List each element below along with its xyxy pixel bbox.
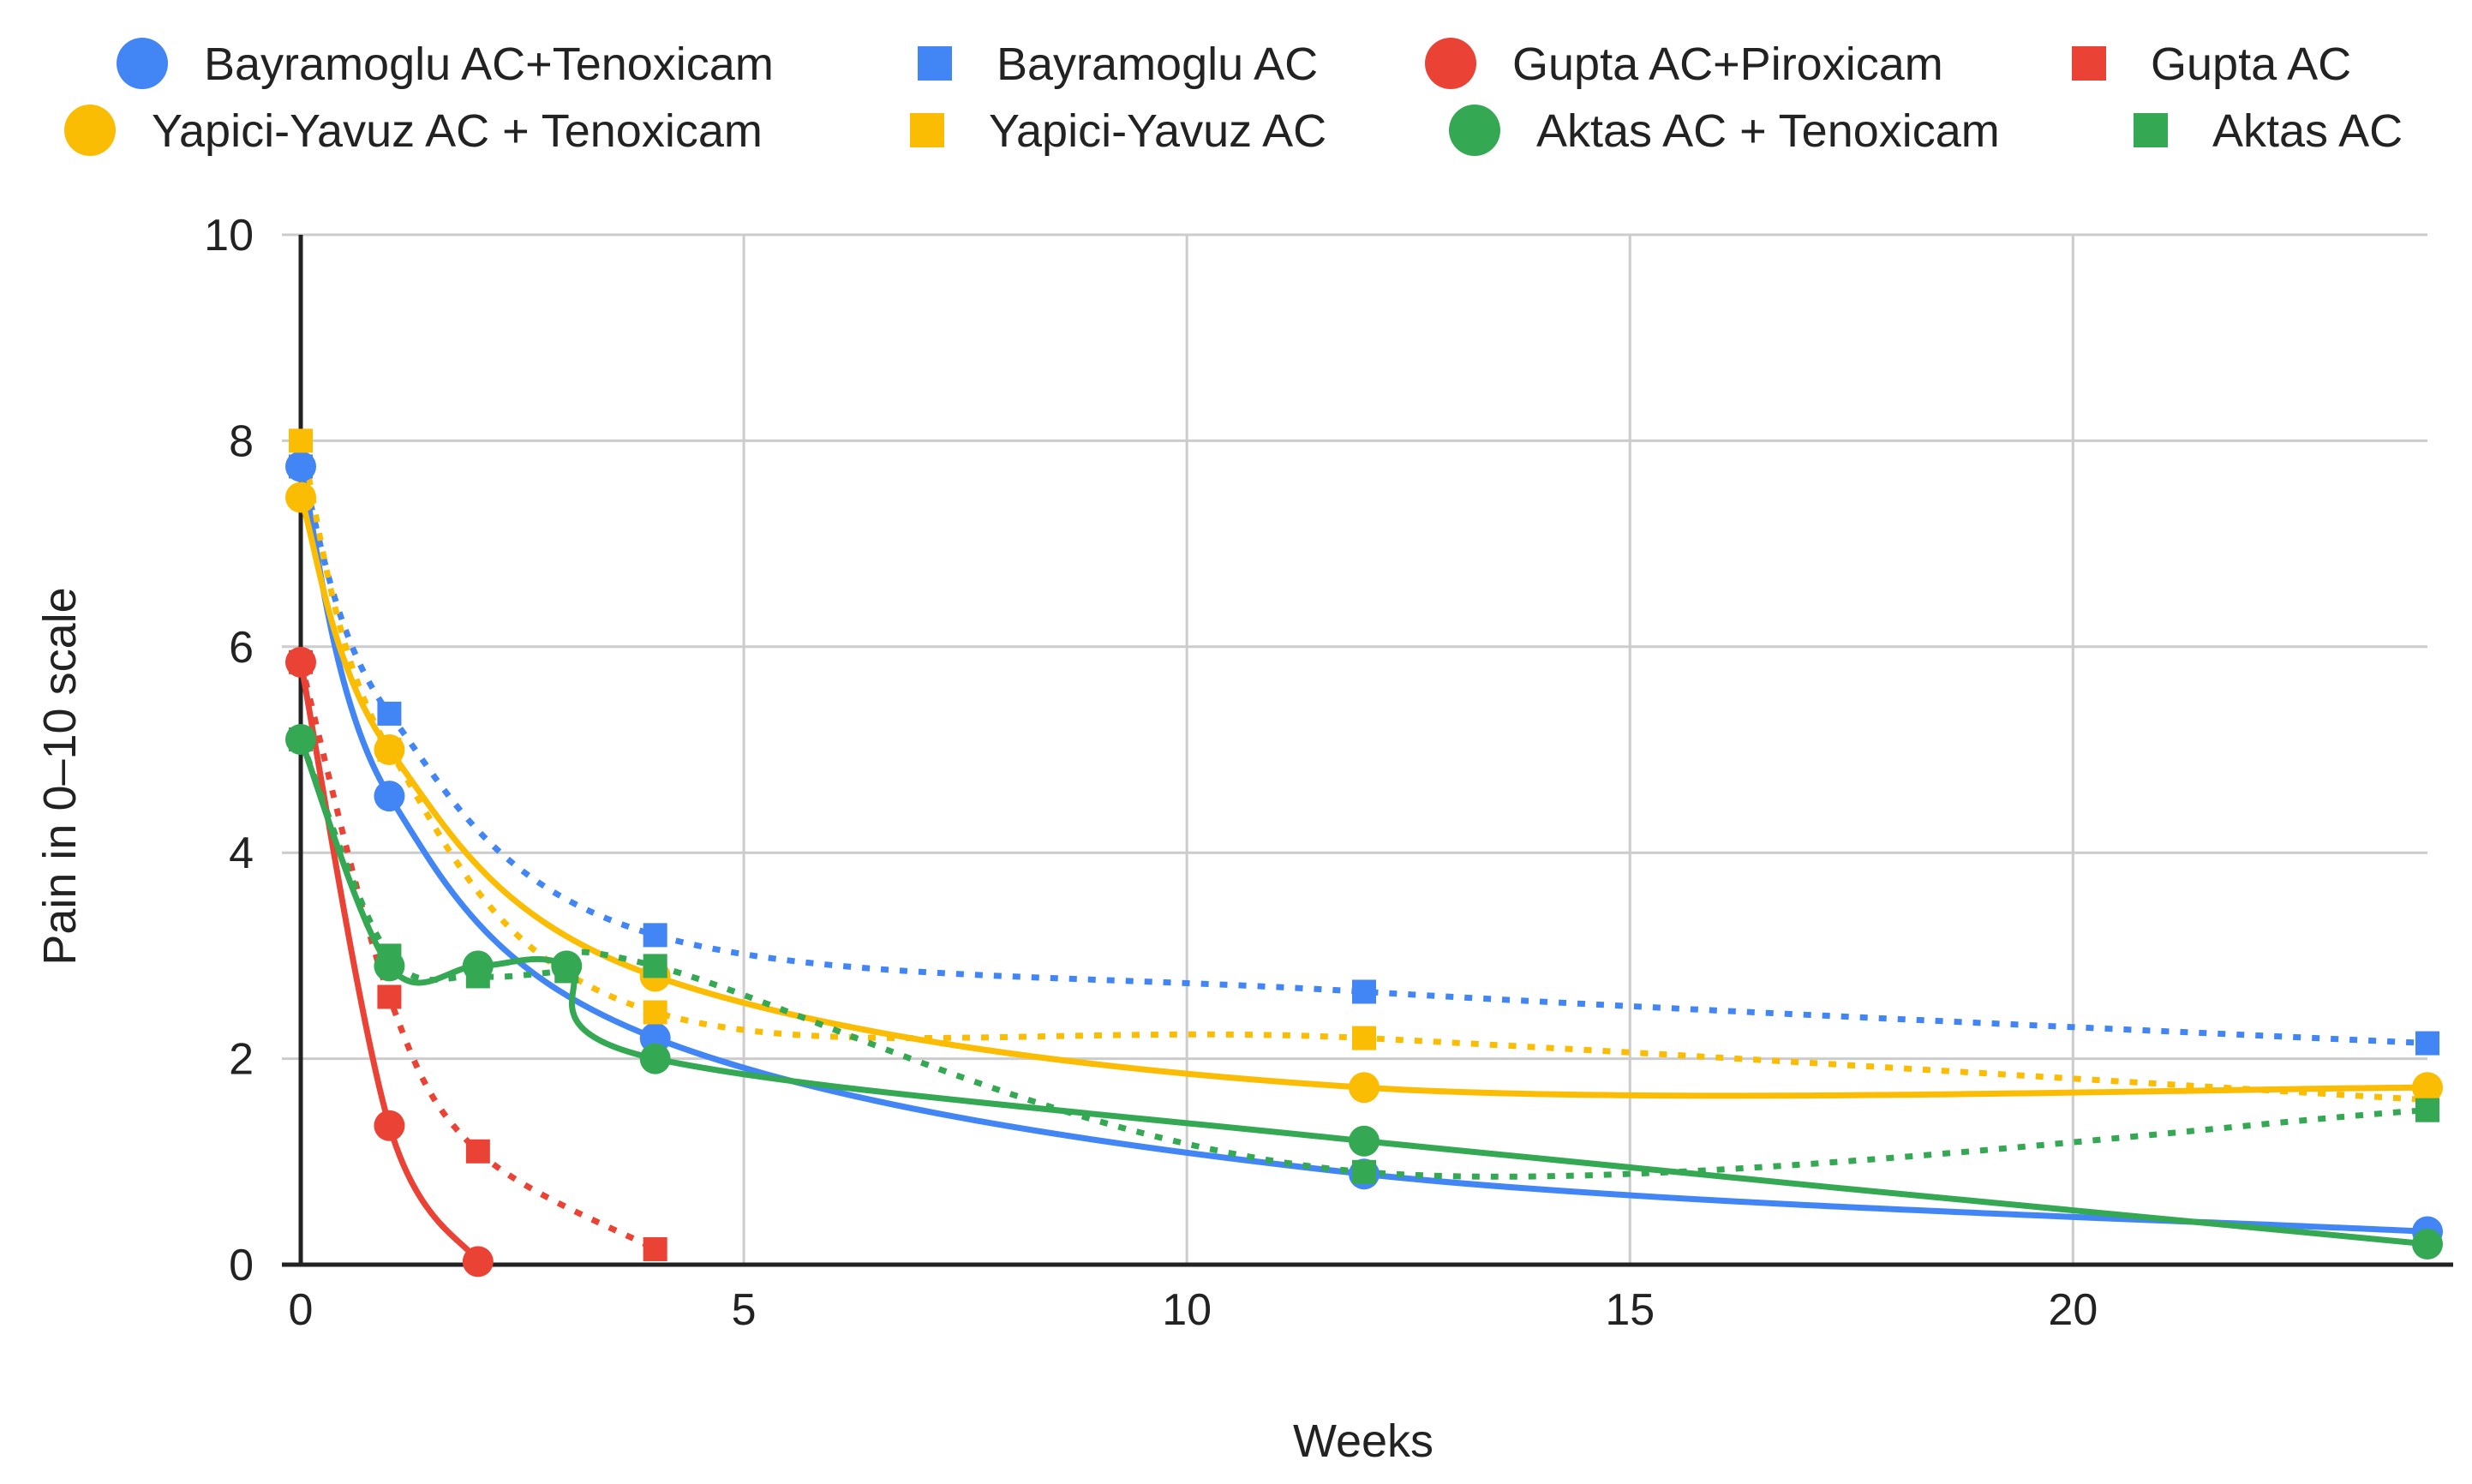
- series-line-gupta-ac: [297, 661, 657, 1253]
- point-aktas-ac: [554, 959, 579, 984]
- legend: Bayramoglu AC+Tenoxicam Bayramoglu AC Gupt…: [64, 38, 2403, 157]
- legend-label-gupta-ac: Gupta AC: [2151, 39, 2351, 90]
- legend-label-yapici-yavuz-ac: Yapici-Yavuz AC: [989, 105, 1326, 157]
- point-aktas-ac-tenoxicam: [1349, 1125, 1380, 1157]
- series-line-gupta-ac-piroxicam: [297, 661, 481, 1264]
- legend-circle-icon: [64, 105, 116, 156]
- series-line-bayramoglu-ac-tenoxicam: [297, 465, 2428, 1236]
- y-axis-title: Pain in 0–10 scale: [34, 587, 86, 965]
- legend-label-bayramoglu-ac: Bayramoglu AC: [997, 39, 1318, 90]
- axes: 0 2 4 6 8 10 0 5 10 15 20: [204, 211, 2453, 1335]
- point-yapici-yavuz-ac: [377, 738, 402, 762]
- series-line-aktas-ac: [297, 738, 2428, 1180]
- legend-square-icon: [2134, 113, 2168, 147]
- legend-circle-icon: [117, 38, 168, 89]
- x-tick-label: 15: [1605, 1285, 1655, 1335]
- point-aktas-ac: [377, 943, 402, 968]
- point-bayramoglu-ac: [2415, 1031, 2439, 1056]
- point-aktas-ac: [1352, 1159, 1376, 1184]
- x-tick-label: 5: [732, 1285, 757, 1335]
- gridlines: [282, 233, 2427, 1265]
- point-gupta-ac-piroxicam: [374, 1110, 405, 1141]
- point-gupta-ac: [465, 1139, 490, 1164]
- legend-circle-icon: [1449, 105, 1500, 156]
- y-tick-label: 0: [229, 1241, 254, 1290]
- x-tick-label: 0: [289, 1285, 314, 1335]
- point-gupta-ac: [289, 649, 313, 674]
- point-gupta-ac: [643, 1236, 667, 1261]
- point-bayramoglu-ac: [1352, 979, 1376, 1004]
- x-tick-label: 10: [1162, 1285, 1212, 1335]
- legend-label-yapici-yavuz-ac-tenoxicam: Yapici-Yavuz AC + Tenoxicam: [152, 105, 763, 157]
- point-aktas-ac: [643, 954, 667, 978]
- point-aktas-ac: [2415, 1098, 2439, 1122]
- x-tick-label: 20: [2048, 1285, 2098, 1335]
- point-gupta-ac: [377, 984, 402, 1009]
- point-aktas-ac-tenoxicam: [2412, 1228, 2443, 1260]
- legend-circle-icon: [1425, 38, 1476, 89]
- series-markers: [285, 428, 2443, 1278]
- legend-label-aktas-ac: Aktas AC: [2212, 105, 2403, 157]
- point-bayramoglu-ac: [643, 923, 667, 948]
- y-tick-label: 10: [204, 211, 254, 260]
- y-tick-label: 8: [229, 416, 254, 466]
- point-yapici-yavuz-ac-tenoxicam: [1349, 1072, 1380, 1104]
- legend-label-aktas-ac-tenoxicam: Aktas AC + Tenoxicam: [1536, 105, 2000, 157]
- point-bayramoglu-ac: [289, 454, 313, 479]
- legend-square-icon: [910, 113, 944, 147]
- point-bayramoglu-ac: [377, 701, 402, 726]
- point-yapici-yavuz-ac-tenoxicam: [285, 482, 316, 513]
- point-aktas-ac: [465, 964, 490, 989]
- legend-label-gupta-ac-piroxicam: Gupta AC+Piroxicam: [1512, 39, 1943, 90]
- point-aktas-ac: [289, 727, 313, 751]
- point-yapici-yavuz-ac: [1352, 1026, 1376, 1050]
- point-bayramoglu-ac-tenoxicam: [374, 781, 405, 812]
- point-yapici-yavuz-ac: [289, 428, 313, 453]
- point-aktas-ac-tenoxicam: [639, 1043, 671, 1074]
- y-tick-label: 6: [229, 623, 254, 673]
- y-tick-label: 2: [229, 1035, 254, 1085]
- legend-square-icon: [2072, 46, 2106, 81]
- point-yapici-yavuz-ac: [643, 1000, 667, 1025]
- point-gupta-ac-piroxicam: [462, 1246, 494, 1278]
- x-axis-title: Weeks: [1293, 1415, 1434, 1467]
- legend-square-icon: [918, 46, 952, 81]
- series-line-yapici-yavuz-ac-tenoxicam: [297, 496, 2428, 1099]
- y-tick-label: 4: [229, 829, 254, 878]
- legend-label-bayramoglu-ac-tenoxicam: Bayramoglu AC+Tenoxicam: [204, 39, 774, 90]
